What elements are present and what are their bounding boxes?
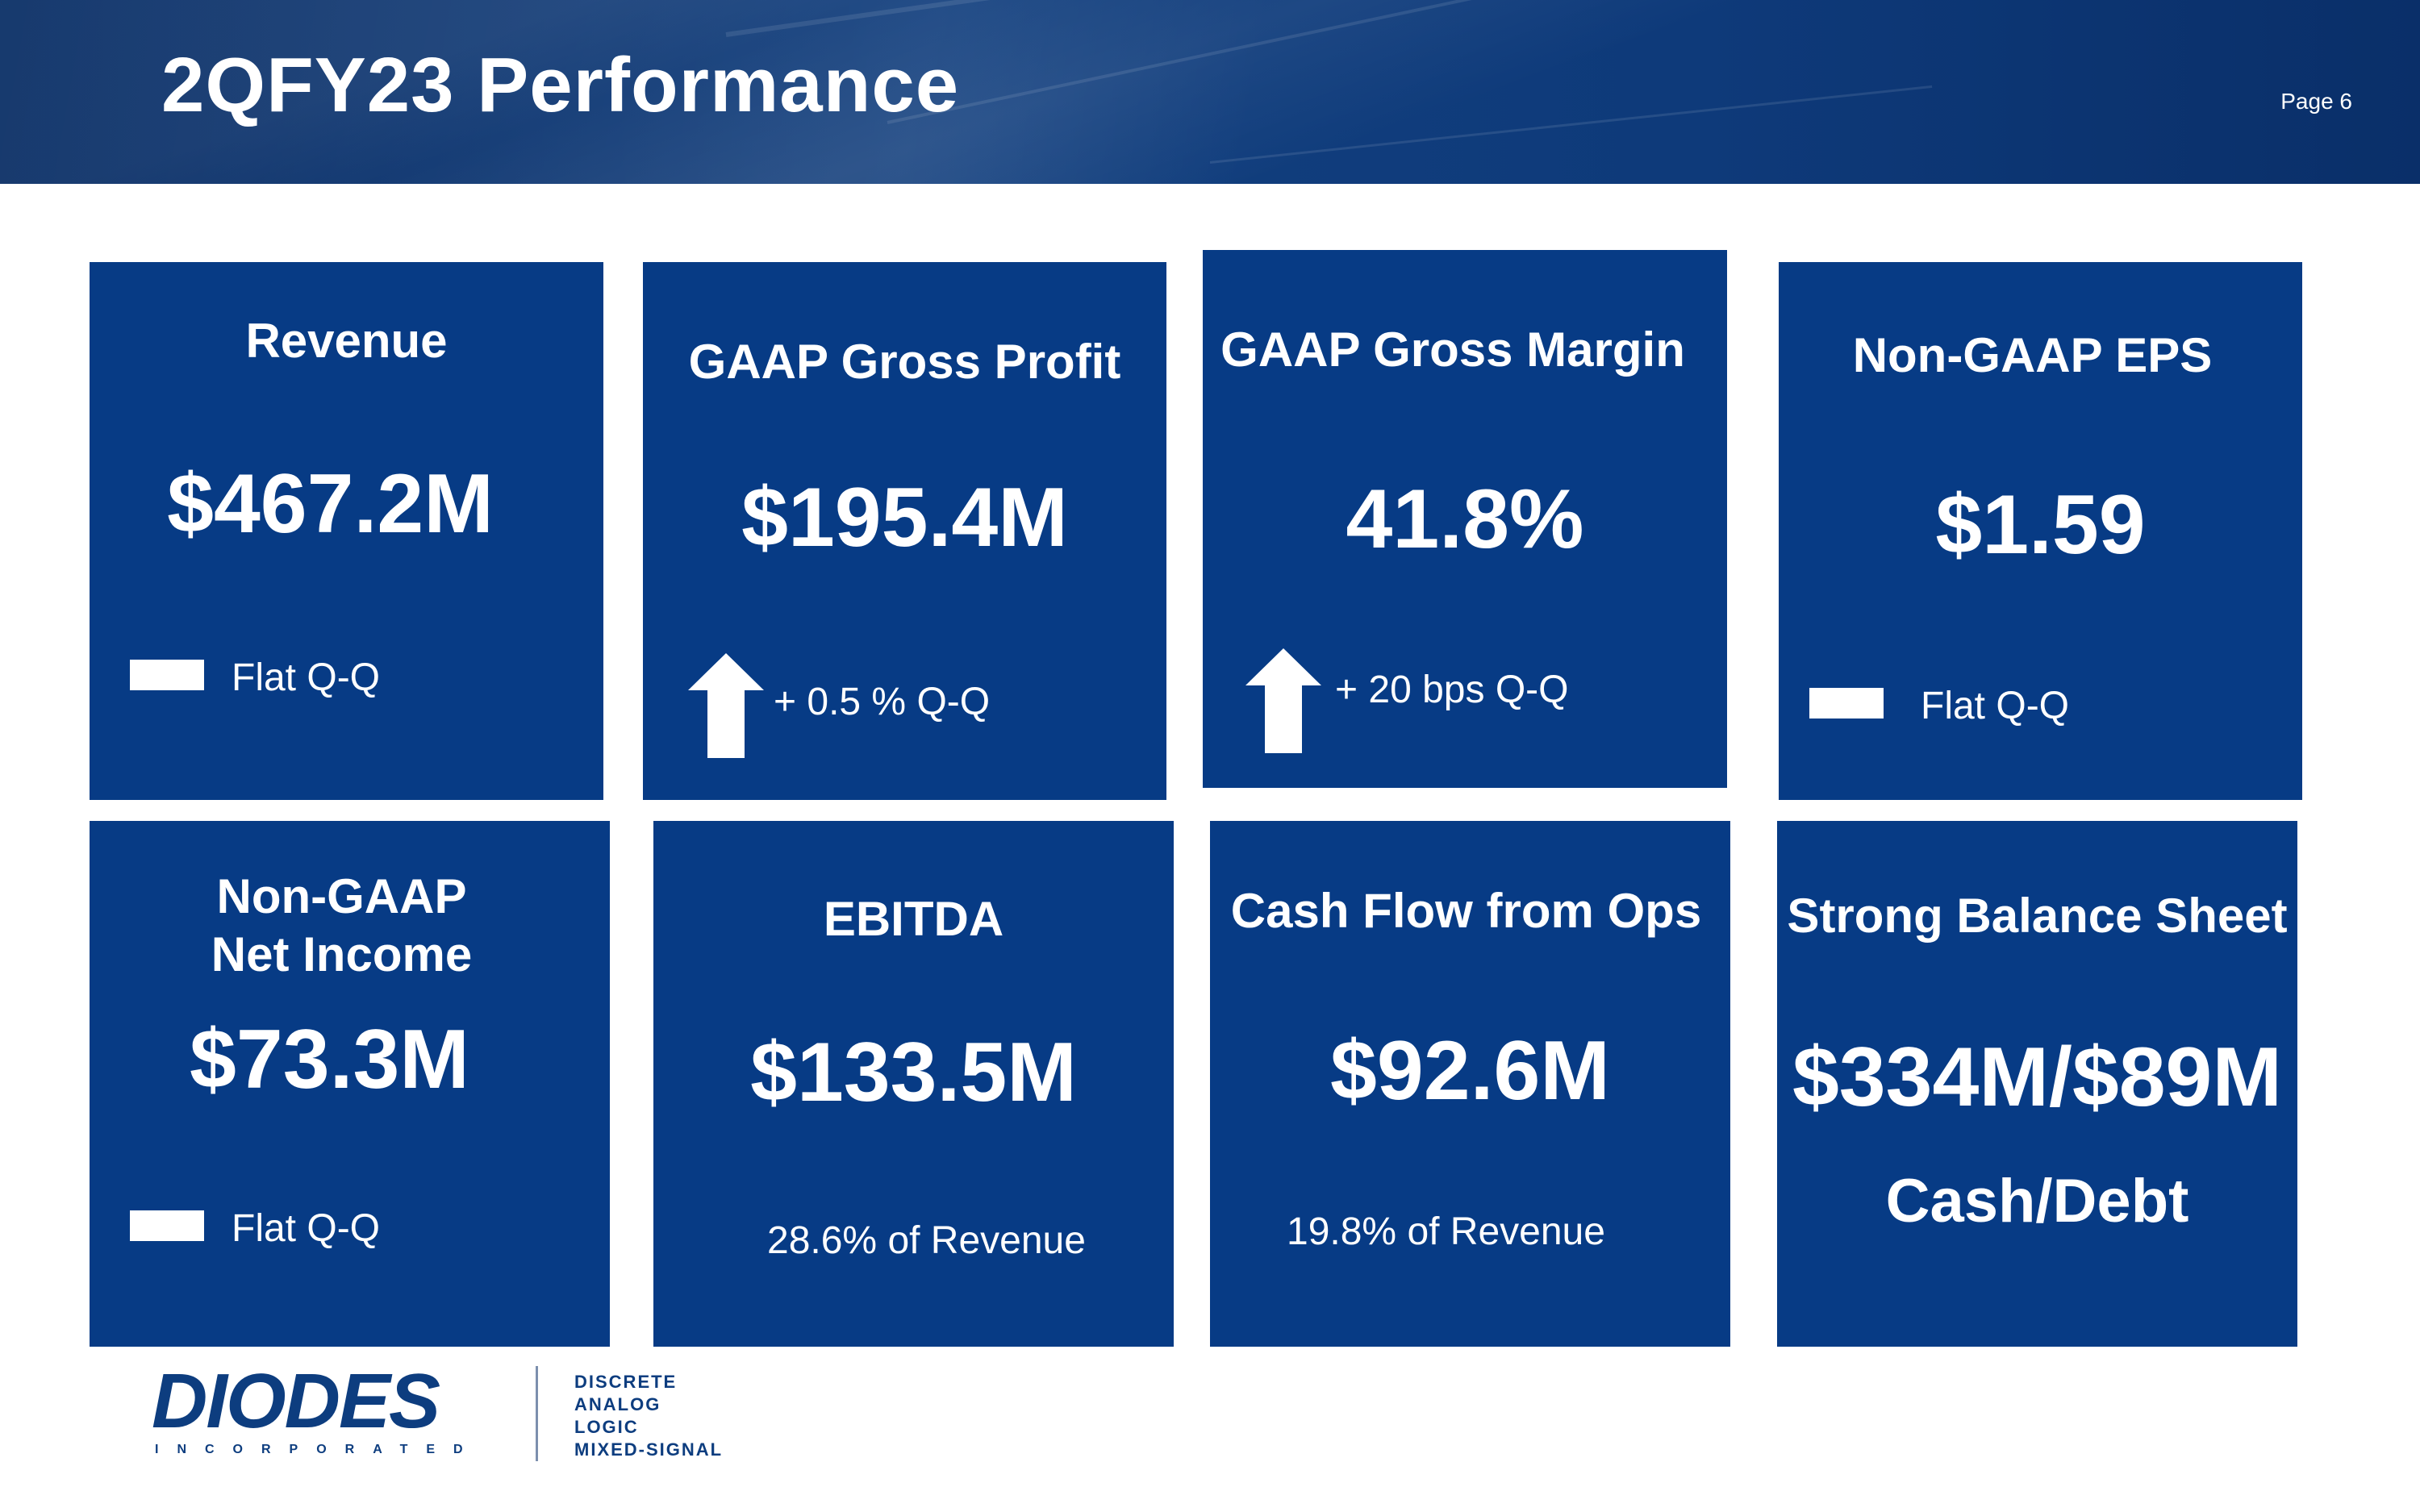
tile-label: Strong Balance Sheet xyxy=(1787,889,2288,943)
tile-value: $467.2M xyxy=(167,457,494,551)
tile-label: Non-GAAP EPS xyxy=(1852,328,2213,382)
tile-label: EBITDA xyxy=(823,892,1004,946)
tile-balance-sheet: Strong Balance Sheet $334M/$89M Cash/Deb… xyxy=(1777,821,2297,1347)
logo-tag: LOGIC xyxy=(574,1417,639,1437)
tile-note: + 20 bps Q-Q xyxy=(1335,669,1569,711)
company-logo: DIODES INCORPORATED xyxy=(152,1363,571,1460)
tile-gross-profit: GAAP Gross Profit $195.4M + 0.5 % Q-Q xyxy=(643,262,1166,800)
tile-subvalue: Cash/Debt xyxy=(1885,1167,2189,1235)
page-number: Page 6 xyxy=(2280,89,2352,114)
tile-gross-margin: GAAP Gross Margin 41.8% + 20 bps Q-Q xyxy=(1203,250,1727,788)
flat-indicator-icon xyxy=(130,660,204,690)
logo-tag: DISCRETE xyxy=(574,1372,678,1392)
logo-incorporated: INCORPORATED xyxy=(155,1443,482,1456)
flat-indicator-icon xyxy=(1809,688,1884,719)
tile-label-line1: Non-GAAP xyxy=(216,869,467,923)
logo-tag: MIXED-SIGNAL xyxy=(574,1439,724,1460)
tile-value: $92.6M xyxy=(1330,1024,1610,1118)
tile-eps: Non-GAAP EPS $1.59 Flat Q-Q xyxy=(1779,262,2302,800)
page-title: 2QFY23 Performance xyxy=(161,42,960,128)
header-banner: 2QFY23 Performance Page 6 xyxy=(0,0,2420,184)
tile-label: Revenue xyxy=(245,314,448,368)
tile-cash-flow: Cash Flow from Ops $92.6M 19.8% of Reven… xyxy=(1210,821,1730,1347)
tile-value: $195.4M xyxy=(741,471,1068,564)
tile-note: Flat Q-Q xyxy=(232,1207,381,1250)
logo-wordmark: DIODES xyxy=(152,1358,440,1444)
logo-divider xyxy=(536,1366,538,1461)
tile-value: $1.59 xyxy=(1935,478,2146,572)
tile-note: 28.6% of Revenue xyxy=(767,1219,1086,1262)
tile-label: Cash Flow from Ops xyxy=(1230,884,1702,938)
tile-note: Flat Q-Q xyxy=(232,656,381,699)
tile-note: + 0.5 % Q-Q xyxy=(774,681,991,723)
tile-note: 19.8% of Revenue xyxy=(1287,1210,1605,1253)
header-streak xyxy=(1209,85,1933,164)
tile-label: GAAP Gross Margin xyxy=(1220,323,1685,377)
tile-value: 41.8% xyxy=(1346,473,1584,566)
tile-revenue: Revenue $467.2M Flat Q-Q xyxy=(90,262,603,800)
up-arrow-icon xyxy=(688,653,764,758)
tile-value: $73.3M xyxy=(190,1013,469,1106)
tile-label-line2: Net Income xyxy=(211,927,473,981)
tile-value: $334M/$89M xyxy=(1792,1031,2283,1124)
up-arrow-icon xyxy=(1245,648,1321,753)
tile-value: $133.5M xyxy=(750,1026,1077,1119)
tile-label: GAAP Gross Profit xyxy=(688,335,1121,389)
header-streak xyxy=(887,0,1835,124)
tile-note: Flat Q-Q xyxy=(1921,685,2070,727)
logo-tagline: DISCRETE ANALOG LOGIC MIXED-SIGNAL xyxy=(574,1371,723,1461)
logo-tag: ANALOG xyxy=(574,1394,661,1414)
tile-ebitda: EBITDA $133.5M 28.6% of Revenue xyxy=(653,821,1174,1347)
tile-net-income: Non-GAAP Net Income $73.3M Flat Q-Q xyxy=(90,821,610,1347)
flat-indicator-icon xyxy=(130,1210,204,1241)
header-streak xyxy=(725,0,1446,37)
